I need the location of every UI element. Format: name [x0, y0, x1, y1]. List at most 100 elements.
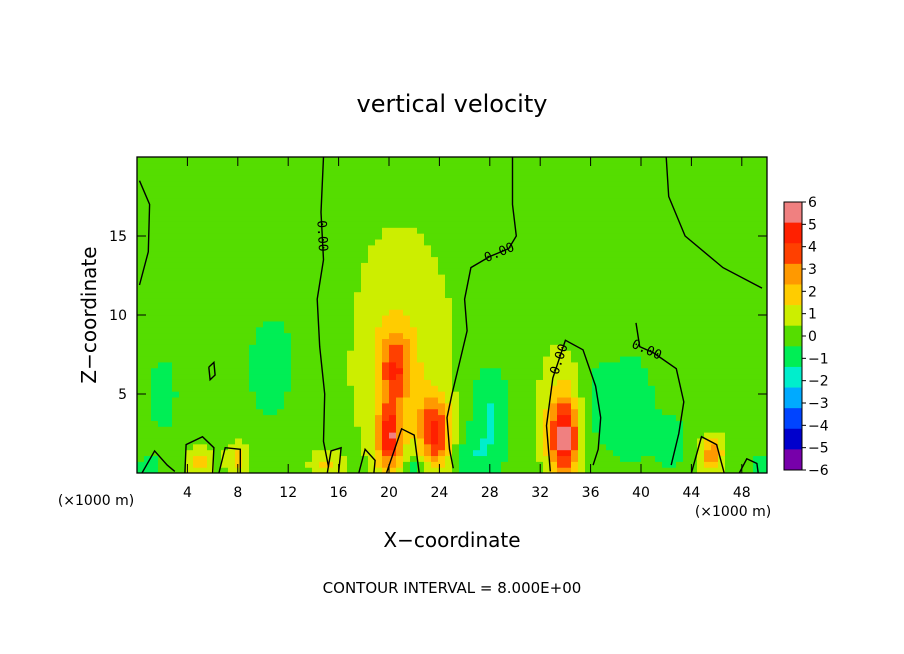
heatmap-cell: [557, 420, 565, 427]
heatmap-cell: [732, 455, 740, 462]
heatmap-cell: [158, 408, 166, 416]
heatmap-cell: [704, 315, 712, 322]
heatmap-cell: [466, 227, 474, 234]
heatmap-cell: [291, 238, 299, 246]
heatmap-cell: [459, 209, 467, 217]
heatmap-cell: [158, 443, 166, 451]
heatmap-cell: [403, 274, 411, 281]
heatmap-cell: [536, 350, 544, 357]
heatmap-cell: [221, 408, 229, 416]
heatmap-cell: [333, 426, 341, 433]
heatmap-cell: [263, 192, 271, 199]
heatmap-cell: [648, 303, 656, 310]
heatmap-cell: [739, 168, 747, 176]
heatmap-cell: [697, 279, 705, 287]
heatmap-cell: [452, 355, 460, 363]
contour-line: [446, 157, 518, 469]
heatmap-cell: [438, 420, 446, 427]
heatmap-cell: [662, 367, 670, 375]
heatmap-cell: [641, 408, 649, 416]
heatmap-cell: [221, 291, 229, 299]
heatmap-cell: [466, 396, 474, 404]
heatmap-cell: [459, 373, 467, 380]
heatmap-cell: [522, 350, 530, 357]
heatmap-cell: [676, 338, 684, 345]
heatmap-cell: [466, 332, 474, 340]
heatmap-cell: [438, 350, 446, 357]
heatmap-cell: [165, 320, 173, 328]
heatmap-cell: [522, 209, 530, 217]
heatmap-cell: [529, 379, 537, 386]
heatmap-cell: [683, 186, 691, 193]
heatmap-cell: [144, 203, 152, 211]
heatmap-cell: [620, 192, 628, 199]
heatmap-cell: [137, 344, 145, 351]
heatmap-cell: [466, 192, 474, 199]
heatmap-cell: [165, 437, 173, 445]
heatmap-cell: [144, 238, 152, 246]
heatmap-cell: [627, 180, 635, 187]
heatmap-cell: [151, 426, 159, 433]
heatmap-cell: [403, 396, 411, 404]
heatmap-cell: [431, 437, 439, 445]
heatmap-cell: [522, 455, 530, 462]
heatmap-cell: [739, 221, 747, 228]
heatmap-cell: [585, 449, 593, 457]
heatmap-cell: [711, 443, 719, 451]
heatmap-cell: [711, 396, 719, 404]
heatmap-cell: [431, 233, 439, 240]
heatmap-cell: [389, 326, 397, 334]
heatmap-cell: [641, 443, 649, 451]
heatmap-cell: [361, 162, 369, 170]
heatmap-cell: [571, 350, 579, 357]
heatmap-cell: [648, 262, 656, 269]
heatmap-cell: [228, 391, 236, 398]
heatmap-cell: [613, 443, 621, 451]
heatmap-cell: [725, 250, 733, 258]
heatmap-cell: [746, 402, 754, 410]
heatmap-cell: [396, 443, 404, 451]
heatmap-cell: [277, 233, 285, 240]
heatmap-cell: [557, 320, 565, 328]
heatmap-cell: [249, 449, 257, 457]
heatmap-cell: [627, 402, 635, 410]
heatmap-cell: [186, 391, 194, 398]
heatmap-cell: [669, 197, 677, 205]
heatmap-cell: [382, 174, 390, 182]
heatmap-cell: [655, 309, 663, 316]
heatmap-cell: [466, 367, 474, 375]
heatmap-cell: [627, 157, 635, 164]
heatmap-cell: [340, 262, 348, 269]
heatmap-cell: [445, 250, 453, 258]
heatmap-cell: [305, 303, 313, 310]
heatmap-cell: [270, 402, 278, 410]
heatmap-cell: [214, 396, 222, 404]
heatmap-cell: [718, 238, 726, 246]
heatmap-cell: [613, 238, 621, 246]
heatmap-cell: [732, 168, 740, 176]
heatmap-cell: [739, 396, 747, 404]
heatmap-cell: [291, 361, 299, 369]
heatmap-cell: [760, 315, 767, 322]
heatmap-cell: [326, 221, 334, 228]
heatmap-cell: [228, 332, 236, 340]
heatmap-cell: [634, 233, 642, 240]
heatmap-cell: [704, 355, 712, 363]
heatmap-cell: [564, 461, 572, 468]
heatmap-cell: [627, 233, 635, 240]
heatmap-cell: [424, 320, 432, 328]
heatmap-cell: [270, 461, 278, 468]
heatmap-cell: [403, 391, 411, 398]
heatmap-cell: [585, 244, 593, 252]
heatmap-cell: [312, 297, 320, 304]
heatmap-cell: [508, 221, 516, 228]
heatmap-cell: [256, 162, 264, 170]
heatmap-cell: [326, 332, 334, 340]
heatmap-cell: [452, 262, 460, 269]
heatmap-cell: [739, 432, 747, 439]
heatmap-cell: [158, 326, 166, 334]
heatmap-cell: [193, 168, 201, 176]
heatmap-cell: [557, 274, 565, 281]
heatmap-cell: [599, 338, 607, 345]
heatmap-cell: [431, 297, 439, 304]
